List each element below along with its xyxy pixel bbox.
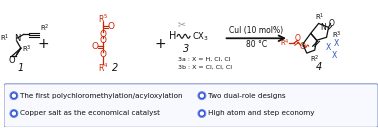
Text: N: N — [14, 34, 20, 43]
Text: 80 °C: 80 °C — [246, 40, 267, 49]
Text: ✂: ✂ — [178, 19, 186, 29]
Circle shape — [12, 111, 16, 116]
Text: 3a : X = H, Cl, Cl: 3a : X = H, Cl, Cl — [178, 57, 231, 62]
Text: $\mathrm{R^3}$: $\mathrm{R^3}$ — [22, 44, 31, 55]
Text: High atom and step economy: High atom and step economy — [208, 110, 315, 116]
Circle shape — [10, 110, 18, 117]
Circle shape — [10, 92, 18, 100]
Circle shape — [198, 92, 206, 100]
FancyBboxPatch shape — [4, 84, 378, 127]
Text: H: H — [169, 31, 177, 41]
Circle shape — [12, 93, 16, 98]
Text: 3b : X = Cl, Cl, Cl: 3b : X = Cl, Cl, Cl — [178, 65, 232, 70]
Text: X: X — [332, 51, 337, 60]
Text: $\mathrm{R^1}$: $\mathrm{R^1}$ — [315, 12, 324, 23]
Text: The first polychloromethylation/acyloxylation: The first polychloromethylation/acyloxyl… — [20, 93, 183, 99]
Text: 3: 3 — [183, 44, 189, 54]
Text: +: + — [38, 37, 50, 51]
Circle shape — [198, 110, 206, 117]
Text: $\mathrm{R^2}$: $\mathrm{R^2}$ — [310, 53, 319, 65]
Text: 4: 4 — [316, 62, 322, 72]
Text: CuI (10 mol%): CuI (10 mol%) — [229, 26, 284, 35]
Text: O: O — [295, 34, 301, 43]
Text: O: O — [9, 56, 15, 65]
Text: 2: 2 — [112, 63, 118, 73]
Circle shape — [200, 93, 204, 98]
Text: Copper salt as the economical catalyst: Copper salt as the economical catalyst — [20, 110, 160, 116]
Text: Two dual-role designs: Two dual-role designs — [208, 93, 286, 99]
Circle shape — [200, 111, 204, 116]
Text: $\mathrm{R^4}$: $\mathrm{R^4}$ — [280, 38, 290, 49]
Text: $\mathrm{R^2}$: $\mathrm{R^2}$ — [40, 23, 49, 34]
Text: O: O — [107, 22, 115, 31]
Text: O: O — [328, 19, 335, 28]
Text: O: O — [99, 36, 107, 45]
Text: 1: 1 — [18, 63, 24, 73]
Text: N: N — [321, 23, 327, 32]
Text: O: O — [91, 42, 99, 51]
Text: O: O — [300, 42, 306, 51]
Text: O: O — [99, 50, 107, 59]
Text: $\mathrm{R^4}$: $\mathrm{R^4}$ — [98, 62, 108, 74]
Text: $\mathrm{CX_3}$: $\mathrm{CX_3}$ — [192, 30, 209, 42]
Text: O: O — [99, 30, 107, 39]
Text: $\mathrm{R^1}$: $\mathrm{R^1}$ — [0, 33, 10, 44]
Text: $\mathrm{R^3}$: $\mathrm{R^3}$ — [333, 30, 342, 41]
Text: X: X — [326, 43, 331, 52]
Text: X: X — [334, 39, 339, 48]
Text: $\mathrm{R^5}$: $\mathrm{R^5}$ — [98, 12, 108, 25]
Text: +: + — [155, 37, 166, 51]
